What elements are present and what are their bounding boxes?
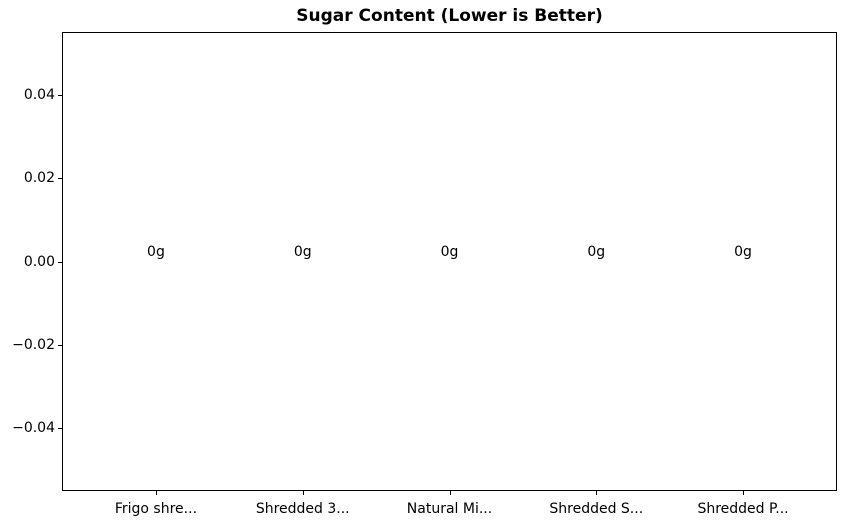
x-tick-mark: [155, 491, 157, 495]
plot-area: [62, 32, 837, 491]
bar-value-label: 0g: [440, 243, 459, 260]
bar-value-label: 0g: [734, 243, 752, 260]
y-tick-label: −0.02: [12, 336, 55, 353]
x-tick-label: Shredded 3...: [255, 501, 350, 517]
x-tick-mark: [449, 491, 451, 495]
x-tick-label: Natural Mi...: [406, 501, 493, 517]
bar-value-label: 0g: [147, 243, 165, 260]
y-tick-label: 0.02: [23, 170, 55, 187]
y-tick-label: 0.04: [23, 86, 55, 103]
chart-title: Sugar Content (Lower is Better): [296, 6, 603, 26]
y-tick-mark: [58, 428, 62, 430]
bar-value-label: 0g: [587, 243, 606, 260]
y-tick-mark: [58, 261, 62, 263]
y-tick-mark: [58, 178, 62, 180]
x-tick-mark: [596, 491, 598, 495]
x-tick-mark: [743, 491, 745, 495]
bar-value-label: 0g: [293, 243, 312, 260]
x-tick-label: Shredded S...: [549, 501, 644, 517]
y-tick-label: 0.00: [23, 253, 55, 270]
x-tick-label: Frigo shre...: [114, 501, 198, 517]
y-tick-mark: [58, 94, 62, 96]
y-tick-label: −0.04: [12, 420, 55, 437]
y-tick-mark: [58, 344, 62, 346]
x-tick-mark: [302, 491, 304, 495]
x-tick-label: Shredded P...: [697, 501, 789, 517]
